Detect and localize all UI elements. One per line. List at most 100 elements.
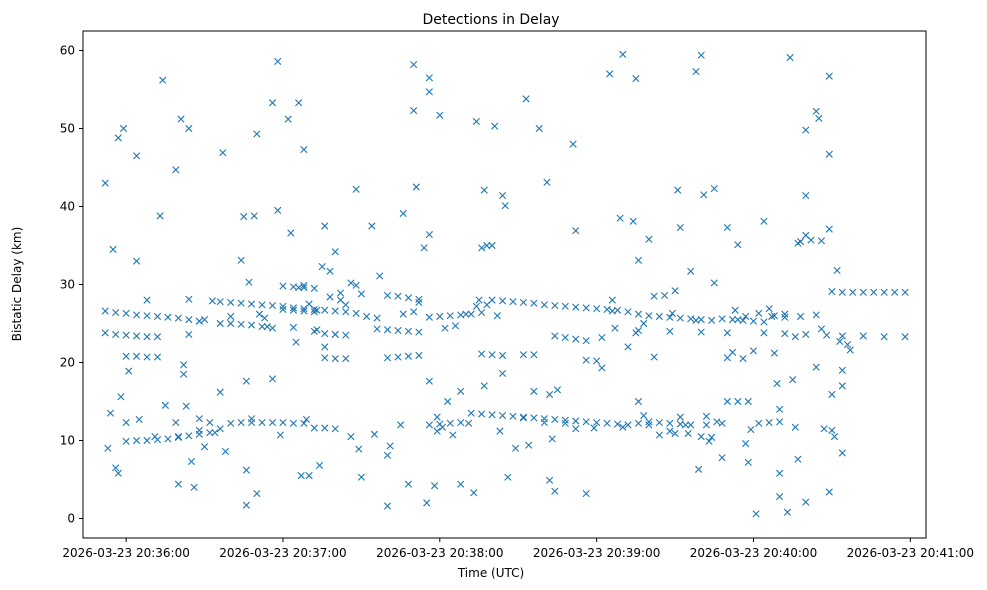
- data-point-x-marker: [593, 418, 601, 427]
- data-point-x-marker: [331, 248, 339, 256]
- data-point-x-marker: [519, 413, 528, 421]
- data-point-x-marker: [540, 301, 548, 309]
- data-point-x-marker: [509, 412, 517, 420]
- data-point-x-marker: [321, 330, 329, 338]
- data-point-x-marker: [258, 301, 266, 309]
- data-point-x-marker: [227, 312, 235, 321]
- data-point-x-marker: [561, 333, 569, 342]
- data-point-x-marker: [451, 322, 460, 330]
- data-point-x-marker: [248, 415, 256, 423]
- data-point-x-marker: [404, 480, 413, 488]
- data-point-x-marker: [274, 206, 282, 214]
- data-point-x-marker: [117, 393, 125, 401]
- data-point-x-marker: [718, 419, 726, 427]
- data-point-x-marker: [237, 418, 245, 427]
- data-point-x-marker: [305, 472, 313, 480]
- data-point-x-marker: [498, 351, 507, 360]
- data-point-x-marker: [728, 316, 737, 324]
- data-point-x-marker: [606, 70, 614, 78]
- data-point-x-marker: [242, 466, 250, 474]
- data-point-x-marker: [185, 316, 193, 324]
- data-point-x-marker: [122, 352, 130, 360]
- data-point-x-marker: [268, 324, 277, 332]
- data-point-x-marker: [676, 314, 684, 322]
- data-point-x-marker: [624, 308, 632, 316]
- data-point-x-marker: [425, 88, 433, 96]
- data-point-x-marker: [546, 390, 554, 399]
- data-point-x-marker: [132, 332, 141, 340]
- data-point-x-marker: [666, 427, 674, 435]
- data-point-x-marker: [692, 316, 700, 324]
- data-point-x-marker: [843, 340, 852, 349]
- data-point-x-marker: [582, 356, 590, 364]
- data-point-x-marker: [122, 418, 130, 427]
- data-point-x-marker: [634, 256, 643, 264]
- data-point-x-marker: [310, 424, 318, 432]
- data-point-x-marker: [397, 421, 405, 429]
- data-point-x-marker: [305, 300, 313, 308]
- data-point-x-marker: [172, 166, 180, 174]
- data-point-x-marker: [501, 202, 509, 210]
- data-point-x-marker: [399, 209, 407, 218]
- data-point-x-marker: [582, 489, 590, 498]
- data-point-x-marker: [373, 314, 381, 322]
- data-point-x-marker: [825, 72, 833, 80]
- data-point-x-marker: [734, 316, 742, 324]
- data-point-x-marker: [248, 300, 256, 308]
- data-point-x-marker: [619, 423, 627, 431]
- data-point-x-marker: [569, 140, 577, 148]
- data-point-x-marker: [561, 416, 569, 424]
- data-point-x-marker: [755, 419, 763, 427]
- data-point-x-marker: [781, 310, 789, 318]
- y-axis-label: Bistatic Delay (km): [10, 227, 24, 342]
- data-point-x-marker: [530, 414, 538, 422]
- data-point-x-marker: [632, 329, 640, 337]
- data-point-x-marker: [279, 305, 287, 314]
- data-point-x-marker: [796, 312, 805, 321]
- data-point-x-marker: [289, 419, 298, 427]
- data-point-x-marker: [530, 299, 538, 307]
- data-point-x-marker: [255, 310, 264, 318]
- data-point-x-marker: [101, 307, 109, 315]
- data-point-x-marker: [645, 421, 653, 429]
- data-point-x-marker: [313, 326, 321, 334]
- data-point-x-marker: [859, 288, 867, 296]
- data-point-x-marker: [347, 433, 355, 441]
- data-point-x-marker: [519, 351, 528, 359]
- data-point-x-marker: [708, 433, 716, 441]
- data-point-x-marker: [666, 313, 674, 321]
- data-point-x-marker: [498, 411, 507, 420]
- data-point-x-marker: [383, 451, 392, 459]
- data-point-x-marker: [446, 312, 454, 320]
- data-point-x-marker: [760, 217, 768, 225]
- data-point-x-marker: [449, 431, 457, 439]
- data-point-x-marker: [438, 423, 447, 431]
- data-point-x-marker: [488, 241, 496, 250]
- data-point-x-marker: [430, 482, 439, 490]
- data-point-x-marker: [590, 424, 598, 432]
- scatter-points: [101, 50, 909, 518]
- data-point-x-marker: [676, 413, 684, 421]
- data-point-x-marker: [687, 315, 695, 323]
- data-point-x-marker: [245, 278, 253, 286]
- data-point-x-marker: [593, 305, 601, 313]
- data-point-x-marker: [812, 107, 820, 115]
- data-point-x-marker: [744, 458, 752, 466]
- y-tick-label: 10: [60, 434, 75, 448]
- data-point-x-marker: [161, 401, 169, 409]
- data-point-x-marker: [776, 418, 784, 426]
- data-point-x-marker: [608, 307, 616, 315]
- y-tick-label: 60: [60, 44, 75, 58]
- data-point-x-marker: [216, 425, 224, 433]
- data-point-x-marker: [710, 184, 718, 193]
- data-point-x-marker: [174, 433, 182, 441]
- data-point-x-marker: [101, 179, 109, 187]
- data-point-x-marker: [112, 330, 120, 339]
- data-point-x-marker: [582, 304, 590, 312]
- data-point-x-marker: [227, 319, 235, 328]
- data-point-x-marker: [807, 236, 815, 244]
- data-point-x-marker: [268, 375, 277, 383]
- data-point-x-marker: [373, 325, 381, 333]
- data-point-x-marker: [302, 415, 311, 424]
- data-point-x-marker: [331, 355, 339, 363]
